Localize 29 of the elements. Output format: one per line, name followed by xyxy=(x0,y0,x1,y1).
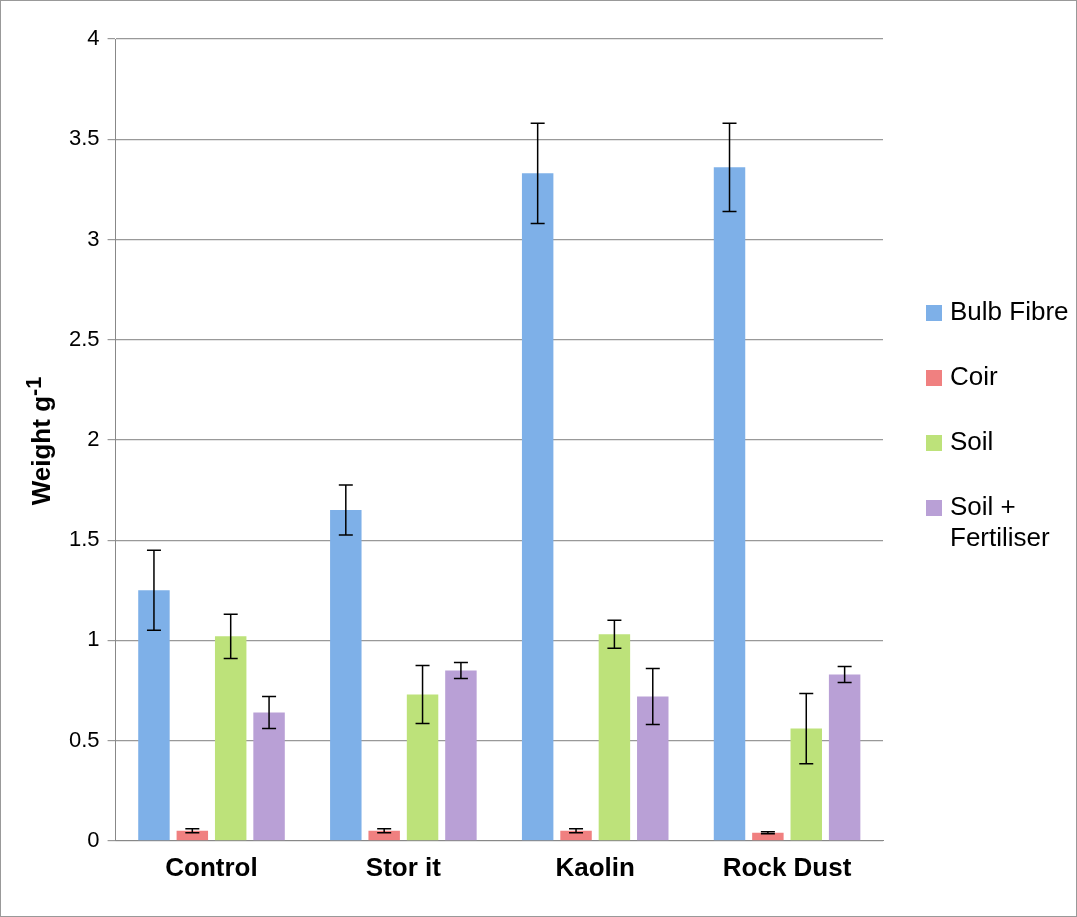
bar xyxy=(253,712,285,841)
y-tick-label: 0 xyxy=(87,826,100,852)
y-tick-label: 2 xyxy=(87,425,100,451)
y-tick-label: 3 xyxy=(87,225,100,251)
bar xyxy=(138,590,170,841)
bar xyxy=(828,674,861,841)
bar xyxy=(406,694,439,841)
x-tick-label: Control xyxy=(165,851,258,882)
y-tick-label: 3.5 xyxy=(68,125,100,151)
x-tick-label: Kaolin xyxy=(555,851,635,882)
y-tick-label: 2.5 xyxy=(68,325,100,351)
legend-label: Bulb Fibre xyxy=(950,296,1069,327)
legend-label: Soil + Fertiliser xyxy=(950,491,1051,553)
y-tick-label: 1 xyxy=(87,626,100,652)
bar xyxy=(637,696,669,841)
bar xyxy=(445,670,477,841)
bar xyxy=(521,173,554,841)
bar xyxy=(713,167,746,841)
y-tick-label: 0.5 xyxy=(68,726,100,752)
y-tick-label: 4 xyxy=(87,25,100,51)
x-tick-label: Stor it xyxy=(365,851,442,882)
bar xyxy=(790,728,822,841)
y-tick-label: 1.5 xyxy=(68,526,100,552)
bar xyxy=(214,636,247,841)
bar xyxy=(330,510,362,841)
legend-label: Soil xyxy=(950,426,994,457)
bar xyxy=(598,634,631,841)
x-tick-label: Rock Dust xyxy=(722,851,852,882)
legend-label: Coir xyxy=(950,361,998,392)
